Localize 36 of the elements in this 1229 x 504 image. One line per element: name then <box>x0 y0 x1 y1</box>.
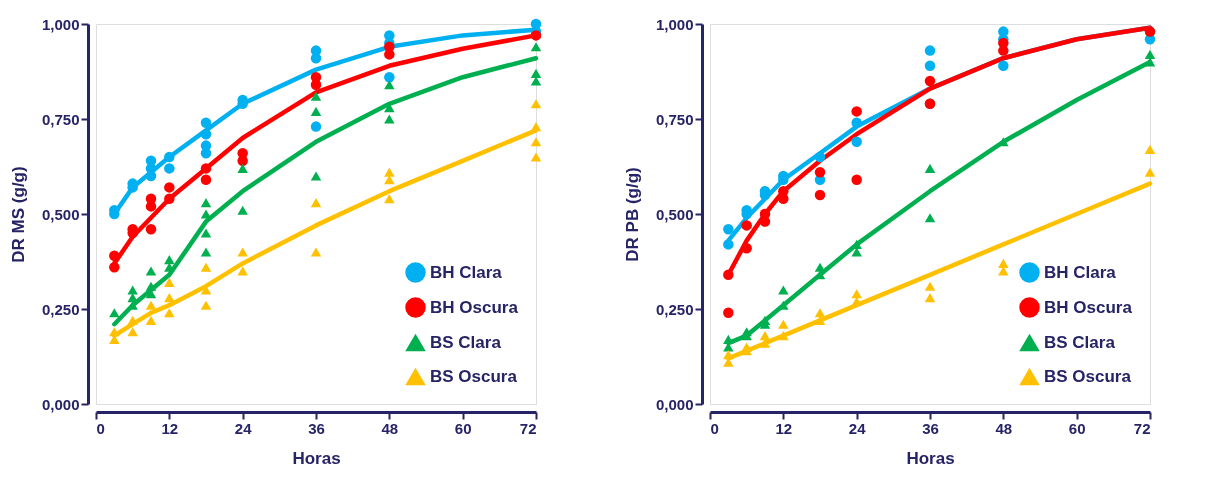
legend-label: BH Clara <box>430 262 503 282</box>
x-tick-label: 24 <box>848 419 867 437</box>
y-tick-label: 1,000 <box>655 15 694 33</box>
x-tick-label: 72 <box>519 419 537 437</box>
y-tick-label: 0,750 <box>655 110 694 128</box>
x-tick-label: 48 <box>381 419 399 437</box>
legend-label: BS Clara <box>1044 332 1116 352</box>
x-tick-label: 36 <box>922 419 939 437</box>
legend-label: BS Clara <box>430 332 502 352</box>
y-tick-label: 0,750 <box>41 110 80 128</box>
x-tick-label: 60 <box>1068 419 1086 437</box>
legend-label: BS Oscura <box>1044 366 1132 386</box>
legend-label: BS Oscura <box>430 366 518 386</box>
y-tick-label: 0,250 <box>655 300 694 318</box>
y-tick-label: 0,000 <box>655 395 694 413</box>
y-axis-title: DR MS (g/g) <box>8 166 28 263</box>
x-tick-label: 36 <box>308 419 325 437</box>
x-tick-label: 24 <box>234 419 253 437</box>
y-axis-title: DR PB (g/g) <box>622 167 642 262</box>
legend-label: BH Oscura <box>430 297 519 317</box>
y-tick-label: 1,000 <box>41 15 80 33</box>
x-axis-title: Horas <box>906 448 955 468</box>
x-axis-title: Horas <box>292 448 341 468</box>
x-tick-label: 0 <box>96 419 105 437</box>
x-tick-label: 0 <box>710 419 719 437</box>
y-tick-label: 0,250 <box>41 300 80 318</box>
x-tick-label: 12 <box>775 419 793 437</box>
x-tick-label: 12 <box>161 419 179 437</box>
y-tick-label: 0,000 <box>41 395 80 413</box>
x-tick-label: 48 <box>995 419 1013 437</box>
y-tick-label: 0,500 <box>41 205 80 223</box>
x-tick-label: 72 <box>1133 419 1151 437</box>
legend-label: BH Oscura <box>1044 297 1133 317</box>
x-tick-label: 60 <box>454 419 472 437</box>
legend-label: BH Clara <box>1044 262 1117 282</box>
y-tick-label: 0,500 <box>655 205 694 223</box>
